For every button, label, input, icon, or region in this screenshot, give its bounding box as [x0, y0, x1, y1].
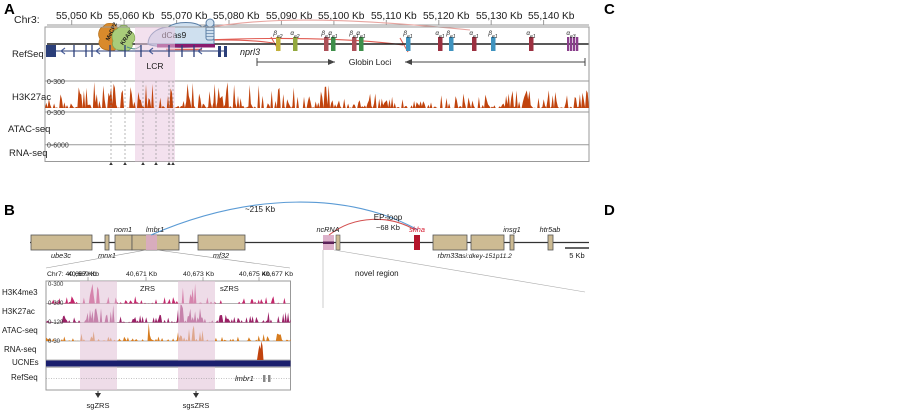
svg-text:htr5ab: htr5ab	[540, 225, 561, 234]
svg-text:RNA-seq: RNA-seq	[4, 345, 36, 354]
svg-text:0-30: 0-30	[48, 339, 61, 345]
svg-text:UCNEs: UCNEs	[12, 358, 39, 367]
svg-text:40,669 Kb: 40,669 Kb	[68, 271, 99, 278]
svg-text:RefSeq: RefSeq	[11, 373, 38, 382]
svg-text:0-6000: 0-6000	[47, 143, 69, 150]
svg-text:lmbr1: lmbr1	[235, 374, 254, 383]
svg-text:0-120: 0-120	[48, 320, 64, 326]
svg-text:rbm33a: rbm33a	[438, 251, 463, 260]
svg-text:5 Kb: 5 Kb	[569, 251, 584, 260]
svg-text:sZRS: sZRS	[220, 284, 239, 293]
svg-text:~68 Kb: ~68 Kb	[376, 223, 400, 232]
svg-text:ZRS: ZRS	[140, 284, 155, 293]
svg-text:40,677 Kb: 40,677 Kb	[262, 271, 293, 278]
svg-text:ncRNA: ncRNA	[316, 225, 339, 234]
svg-text:H3K27ac: H3K27ac	[2, 307, 35, 316]
svg-text:shha: shha	[409, 225, 425, 234]
svg-text:40,673 Kb: 40,673 Kb	[183, 271, 214, 278]
svg-text:0-300: 0-300	[47, 79, 65, 86]
svg-text:sgsZRS: sgsZRS	[183, 401, 210, 410]
svg-text:si:dkey-151p11.2: si:dkey-151p11.2	[462, 253, 512, 260]
svg-text:novel region: novel region	[355, 269, 399, 278]
svg-text:ATAC-seq: ATAC-seq	[2, 326, 38, 335]
svg-text:H3K4me3: H3K4me3	[2, 288, 38, 297]
svg-text:40,671 Kb: 40,671 Kb	[126, 271, 157, 278]
svg-text:EP-loop: EP-loop	[374, 213, 403, 222]
svg-text:0-300: 0-300	[48, 301, 64, 307]
svg-text:sgZRS: sgZRS	[87, 401, 110, 410]
svg-text:0-300: 0-300	[48, 282, 64, 288]
svg-text:0-300: 0-300	[47, 110, 65, 117]
svg-text:insg1: insg1	[503, 225, 520, 234]
svg-text:H3K27ac: H3K27ac	[12, 92, 51, 103]
svg-text:RNA-seq: RNA-seq	[9, 148, 48, 159]
svg-text:ATAC-seq: ATAC-seq	[8, 124, 50, 135]
